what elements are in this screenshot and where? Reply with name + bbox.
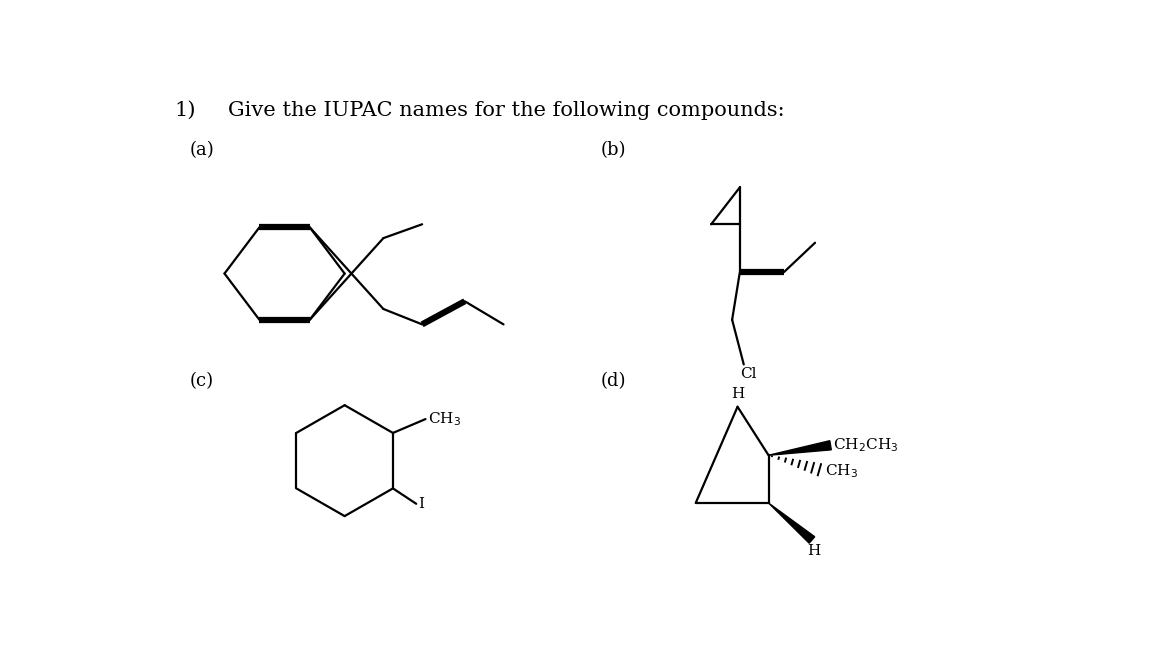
- Text: (b): (b): [601, 141, 626, 159]
- Text: CH$_3$: CH$_3$: [428, 410, 461, 428]
- Text: Give the IUPAC names for the following compounds:: Give the IUPAC names for the following c…: [228, 101, 786, 120]
- Text: 1): 1): [174, 101, 195, 120]
- Text: (c): (c): [189, 372, 214, 390]
- Text: (a): (a): [189, 141, 214, 159]
- Polygon shape: [769, 503, 815, 543]
- Text: H: H: [731, 387, 744, 401]
- Text: CH$_3$: CH$_3$: [826, 462, 858, 480]
- Text: (d): (d): [601, 372, 626, 390]
- Text: H: H: [807, 544, 820, 558]
- Text: Cl: Cl: [740, 367, 756, 381]
- Text: I: I: [419, 497, 425, 510]
- Polygon shape: [769, 441, 831, 456]
- Text: CH$_2$CH$_3$: CH$_2$CH$_3$: [833, 436, 898, 454]
